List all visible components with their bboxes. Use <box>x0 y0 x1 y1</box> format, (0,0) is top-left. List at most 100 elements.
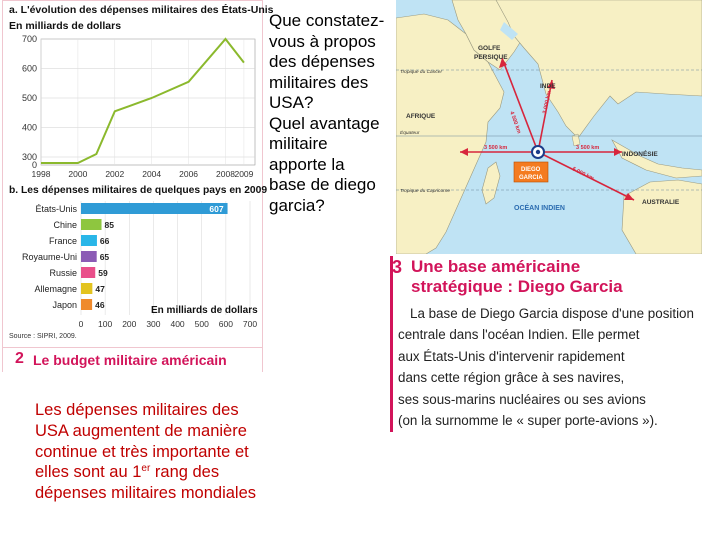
y-tick-label: 500 <box>22 93 37 103</box>
category-label: États-Unis <box>35 204 77 214</box>
label-dist-3500-left: 3 500 km <box>484 145 507 151</box>
doc3-title: Une base américaine stratégique : Diego … <box>411 257 681 297</box>
label-diego: DIEGO <box>521 167 541 173</box>
doc3-accent-bar <box>390 256 393 432</box>
category-label: Japon <box>52 300 77 310</box>
bar <box>81 299 92 310</box>
chart-b-unit: En milliards de dollars <box>151 305 258 316</box>
x-tick-label: 2002 <box>105 169 124 179</box>
x-tick-label: 600 <box>219 319 233 329</box>
source-note: Source : SIPRI, 2009. <box>9 333 77 340</box>
x-tick-label: 2000 <box>68 169 87 179</box>
doc3-body: La base de Diego Garcia dispose d'une po… <box>398 303 708 431</box>
question-line: vous à propos <box>269 32 394 53</box>
doc2-title: Le budget militaire américain <box>33 352 227 368</box>
label-tropic-capricorne: Tropique du Capricorne <box>400 188 450 194</box>
answer-superscript: er <box>141 463 150 474</box>
document-3-panel: 3 Une base américaine stratégique : Dieg… <box>390 256 711 432</box>
label-equateur: Équateur <box>400 129 420 136</box>
bar <box>81 235 97 246</box>
answer-line: USA augmentent de manière <box>35 421 285 442</box>
category-label: Royaume-Uni <box>22 252 77 262</box>
chart-b-title: b. Les dépenses militaires de quelques p… <box>9 185 267 196</box>
doc3-title-line: Une base américaine <box>411 257 681 277</box>
answer-line: dépenses militaires mondiales <box>35 483 285 504</box>
answer-line: Les dépenses militaires des <box>35 400 285 421</box>
bar <box>81 203 228 214</box>
x-tick-label: 2009 <box>234 169 253 179</box>
x-tick-label: 500 <box>195 319 209 329</box>
bar-value-label: 607 <box>209 204 223 214</box>
bar-value-label: 65 <box>100 252 110 262</box>
answer-line: elles sont au 1er rang des <box>35 462 285 483</box>
label-golfe: GOLFE <box>478 45 501 52</box>
x-tick-label: 100 <box>98 319 112 329</box>
bar <box>81 283 92 294</box>
y-tick-label: 400 <box>22 123 37 133</box>
question-line: Que constatez- <box>269 11 394 32</box>
bar-value-label: 46 <box>95 300 105 310</box>
y-tick-label: 600 <box>22 64 37 74</box>
x-tick-label: 200 <box>122 319 136 329</box>
question-line: apporte la <box>269 155 394 176</box>
question-line: militaire <box>269 134 394 155</box>
question-text: Que constatez- vous à propos des dépense… <box>269 11 394 216</box>
doc3-body-line: ses sous-marins nucléaires ou ses avions <box>398 389 708 410</box>
bar <box>81 267 95 278</box>
x-tick-label: 2006 <box>179 169 198 179</box>
category-label: Chine <box>53 220 77 230</box>
question-line: USA? <box>269 93 394 114</box>
x-tick-label: 2008 <box>216 169 235 179</box>
answer-text-part: elles sont au 1 <box>35 463 141 481</box>
bar <box>81 251 97 262</box>
answer-text-part: rang des <box>150 463 219 481</box>
bar-value-label: 66 <box>100 236 110 246</box>
answer-line: continue et très importante et <box>35 442 285 463</box>
answer-text: Les dépenses militaires des USA augmente… <box>35 400 285 504</box>
label-garcia: GARCIA <box>519 175 543 181</box>
y-tick-label: 700 <box>22 34 37 44</box>
bar-value-label: 59 <box>98 268 108 278</box>
label-inde: INDE <box>540 83 556 90</box>
doc3-number: 3 <box>392 257 402 278</box>
australia-landmass <box>622 180 702 254</box>
label-indonesie: INDONÉSIE <box>622 149 658 158</box>
doc3-body-line: (on la surnomme le « super porte-avions … <box>398 410 708 431</box>
category-label: Russie <box>49 268 77 278</box>
bar-value-label: 47 <box>95 284 105 294</box>
chart-a-title: a. L'évolution des dépenses militaires d… <box>9 4 274 16</box>
x-tick-label: 400 <box>170 319 184 329</box>
doc3-body-line: dans cette région grâce à ses navires, <box>398 367 708 388</box>
label-tropic-cancer: Tropique du Cancer <box>400 69 442 75</box>
doc3-body-line: La base de Diego Garcia dispose d'une po… <box>398 303 708 324</box>
question-line: base de diego <box>269 175 394 196</box>
label-afrique: AFRIQUE <box>406 113 436 120</box>
x-tick-label: 300 <box>146 319 160 329</box>
category-label: Allemagne <box>34 284 77 294</box>
label-ocean-indien: OCÉAN INDIEN <box>514 203 565 212</box>
bar-value-label: 85 <box>105 220 115 230</box>
question-line: garcia? <box>269 196 394 217</box>
x-tick-label: 0 <box>79 319 84 329</box>
doc2-caption: 2 Le budget militaire américain <box>3 347 262 372</box>
question-line: militaires des <box>269 73 394 94</box>
plot-area <box>41 39 255 165</box>
doc3-body-line: centrale dans l'océan Indien. Elle perme… <box>398 324 708 345</box>
x-tick-label: 1998 <box>32 169 51 179</box>
doc3-body-line: aux États-Unis d'intervenir rapidement <box>398 346 708 367</box>
doc3-title-line: stratégique : Diego Garcia <box>411 277 681 297</box>
document-2-panel: a. L'évolution des dépenses militaires d… <box>2 0 263 372</box>
category-label: France <box>49 236 77 246</box>
x-tick-label: 700 <box>243 319 257 329</box>
question-line: Quel avantage <box>269 114 394 135</box>
bar-chart: États-Unis 607 Chine 85 France 66 Royaume-Uni 6… <box>3 197 262 337</box>
label-dist-3500-right: 3 500 km <box>576 145 599 151</box>
indian-ocean-map: GOLFE PERSIQUE INDE AFRIQUE INDONÉSIE AU… <box>396 0 702 254</box>
bar <box>81 219 102 230</box>
x-tick-label: 2004 <box>142 169 161 179</box>
question-line: des dépenses <box>269 52 394 73</box>
doc2-number: 2 <box>15 350 24 368</box>
label-persique: PERSIQUE <box>474 54 508 61</box>
diego-garcia-dot-icon <box>536 150 540 154</box>
